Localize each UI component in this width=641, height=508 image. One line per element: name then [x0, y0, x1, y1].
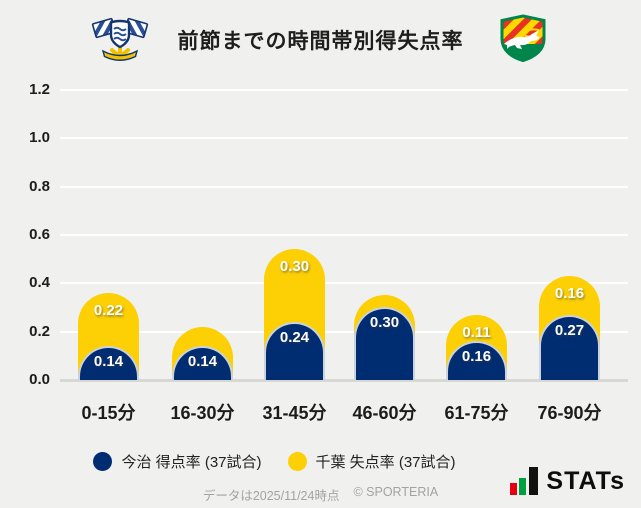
- bar-value-imabari-61-75分: 0.16: [461, 348, 492, 365]
- y-tick-label: 1.2: [29, 81, 50, 98]
- gridline: [60, 330, 628, 333]
- y-tick-label: 0.8: [29, 177, 50, 195]
- fc-imabari-crest-icon: [91, 13, 149, 68]
- bar-value-chiba-61-75分: 0.11: [462, 324, 491, 341]
- jef-united-chiba-crest-icon: [496, 13, 550, 68]
- x-tick-label: 31-45分: [262, 403, 327, 423]
- bar-value-imabari-46-60分: 0.30: [369, 314, 400, 331]
- gridline: [60, 234, 628, 236]
- imabari-legend-dot-icon: [93, 452, 113, 471]
- bar-value-chiba-31-45分: 0.30: [279, 258, 310, 275]
- gridline: [60, 185, 628, 188]
- y-tick-label: 0.2: [29, 322, 50, 340]
- stats-brand-text: STATs: [546, 467, 625, 495]
- x-tick-label: 0-15分: [81, 403, 136, 423]
- bar-imabari-46-60分: [354, 307, 415, 380]
- x-axis-baseline: [60, 378, 628, 382]
- bar-value-imabari-31-45分: 0.24: [279, 329, 310, 346]
- y-tick-label: 0.4: [29, 274, 50, 292]
- stats-bar-green: [519, 478, 527, 495]
- page-title: 前節までの時間帯別得失点率: [177, 30, 464, 53]
- stats-bar-dark: [529, 467, 539, 495]
- x-tick-label: 46-60分: [352, 403, 417, 423]
- legend: 今治 得点率 (37試合) 千葉 失点率 (37試合): [0, 451, 641, 472]
- y-tick-label: 0.6: [29, 226, 50, 243]
- data-date-note: データは2025/11/24時点: [202, 489, 340, 503]
- bar-imabari-76-90分: [539, 315, 600, 380]
- gridline: [60, 89, 628, 91]
- x-tick-label: 61-75分: [444, 403, 509, 423]
- stats-bar-red: [510, 483, 518, 495]
- chiba-legend-dot-icon: [287, 452, 307, 471]
- copyright-note: © SPORTERIA: [353, 485, 439, 499]
- legend-item-imabari: 今治 得点率 (37試合): [93, 451, 262, 472]
- bar-value-chiba-76-90分: 0.16: [554, 285, 585, 302]
- bar-value-imabari-16-30分: 0.14: [187, 353, 218, 370]
- x-tick-label: 76-90分: [537, 403, 602, 423]
- bar-value-imabari-76-90分: 0.27: [554, 322, 585, 339]
- footer-note: データは2025/11/24時点 © SPORTERIA: [0, 485, 641, 504]
- legend-label-imabari: 今治 得点率 (37試合): [121, 454, 262, 471]
- x-axis: 0-15分 16-30分 31-45分 46-60分 61-75分 76-90分: [0, 399, 641, 429]
- bar-value-imabari-0-15分: 0.14: [93, 353, 124, 370]
- x-tick-label: 16-30分: [170, 403, 235, 423]
- stats-bars-icon: [510, 467, 539, 495]
- y-tick-label: 1.0: [29, 129, 50, 147]
- legend-label-chiba: 千葉 失点率 (37試合): [315, 454, 456, 471]
- stats-brand-logo: STATs: [510, 467, 625, 495]
- bar-value-chiba-0-15分: 0.22: [93, 302, 124, 319]
- gridline: [60, 282, 628, 285]
- gridline: [60, 137, 628, 140]
- chart-plot-area: 1.2 1.0 0.8 0.6 0.4 0.2 0.0 0.22 0.14 0.14 0.30 0.2…: [0, 81, 641, 388]
- y-tick-label: 0.0: [29, 371, 50, 388]
- legend-item-chiba: 千葉 失点率 (37試合): [287, 451, 456, 472]
- bar-imabari-31-45分: [264, 322, 325, 380]
